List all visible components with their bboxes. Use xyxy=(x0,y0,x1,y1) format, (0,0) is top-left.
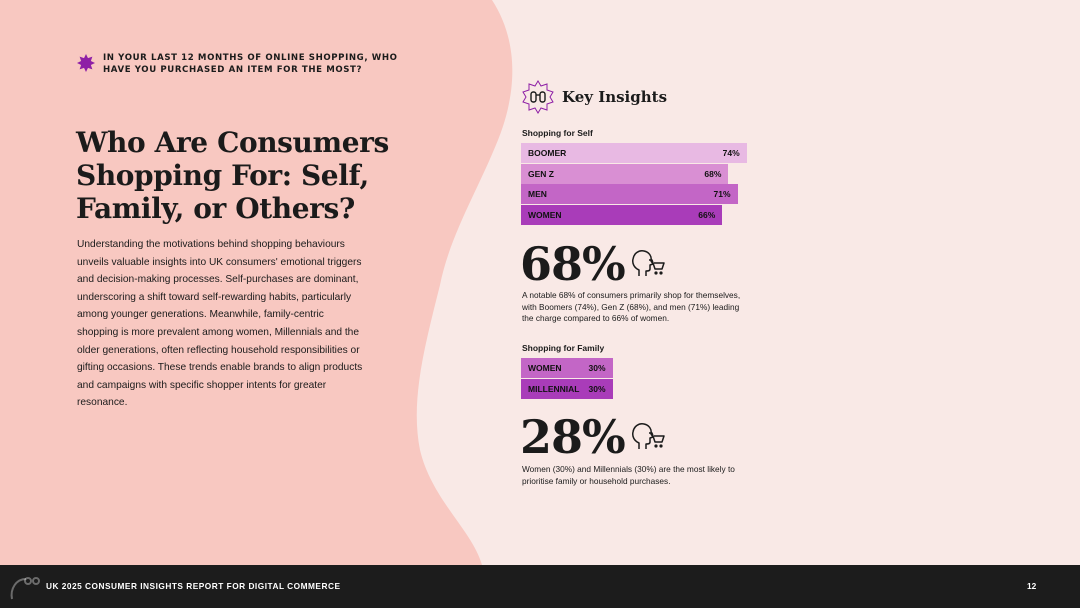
bar-value-label: 74% xyxy=(722,148,740,158)
bar-value-label: 30% xyxy=(588,383,606,394)
bar-category-label: MILLENNIAL xyxy=(528,383,580,394)
head-cart-icon xyxy=(631,250,665,276)
self-bar-chart: BOOMER 74% GEN Z 68% MEN 71% WOMEN 66% xyxy=(521,143,747,225)
self-bar-women: WOMEN 66% xyxy=(521,204,723,225)
bar-value-label: 68% xyxy=(704,168,722,179)
kicker-question: IN YOUR LAST 12 MONTHS OF ONLINE SHOPPIN… xyxy=(103,53,398,75)
family-bar-chart: WOMEN 30% MILLENNIAL 30% xyxy=(521,358,613,399)
self-caption: A notable 68% of consumers primarily sho… xyxy=(522,290,741,323)
kicker: IN YOUR LAST 12 MONTHS OF ONLINE SHOPPIN… xyxy=(77,53,413,76)
self-bar-gen-z: GEN Z 68% xyxy=(521,163,729,184)
family-bar-women: WOMEN 30% xyxy=(521,358,613,378)
head-cart-icon xyxy=(631,423,665,449)
bar-category-label: MEN xyxy=(528,189,547,199)
footer-report-title: UK 2025 CONSUMER INSIGHTS REPORT FOR DIG… xyxy=(46,581,341,591)
self-stat: 68% xyxy=(520,237,665,291)
family-bar-millennial: MILLENNIAL 30% xyxy=(521,378,613,399)
key-insights-title: Key Insights xyxy=(562,88,668,106)
family-stat: 28% xyxy=(520,410,665,464)
bar-value-label: 66% xyxy=(698,209,716,220)
page-title: Who Are Consumers Shopping For: Self, Fa… xyxy=(76,126,389,225)
bar-category-label: GEN Z xyxy=(528,168,554,179)
self-stat-value: 68% xyxy=(520,237,626,291)
family-section-label: Shopping for Family xyxy=(522,343,605,353)
intro-paragraph: Understanding the motivations behind sho… xyxy=(77,239,363,409)
self-bar-boomer: BOOMER 74% xyxy=(521,143,747,163)
watermark-logo-icon xyxy=(10,577,40,600)
bar-category-label: BOOMER xyxy=(528,148,567,158)
family-stat-value: 28% xyxy=(520,410,626,464)
self-bar-men: MEN 71% xyxy=(521,184,738,204)
bar-category-label: WOMEN xyxy=(528,209,562,220)
family-caption: Women (30%) and Millennials (30%) are th… xyxy=(522,464,735,486)
binoculars-icon xyxy=(522,80,554,114)
key-insights-header: Key Insights xyxy=(521,80,667,114)
footer-bar: UK 2025 CONSUMER INSIGHTS REPORT FOR DIG… xyxy=(0,565,1080,608)
bar-category-label: WOMEN xyxy=(528,363,562,373)
background-blob xyxy=(0,0,513,565)
bar-value-label: 71% xyxy=(713,189,731,199)
page-number: 12 xyxy=(1027,581,1037,591)
self-section-label: Shopping for Self xyxy=(522,128,593,138)
starburst-icon xyxy=(77,54,95,72)
bar-value-label: 30% xyxy=(588,363,606,373)
